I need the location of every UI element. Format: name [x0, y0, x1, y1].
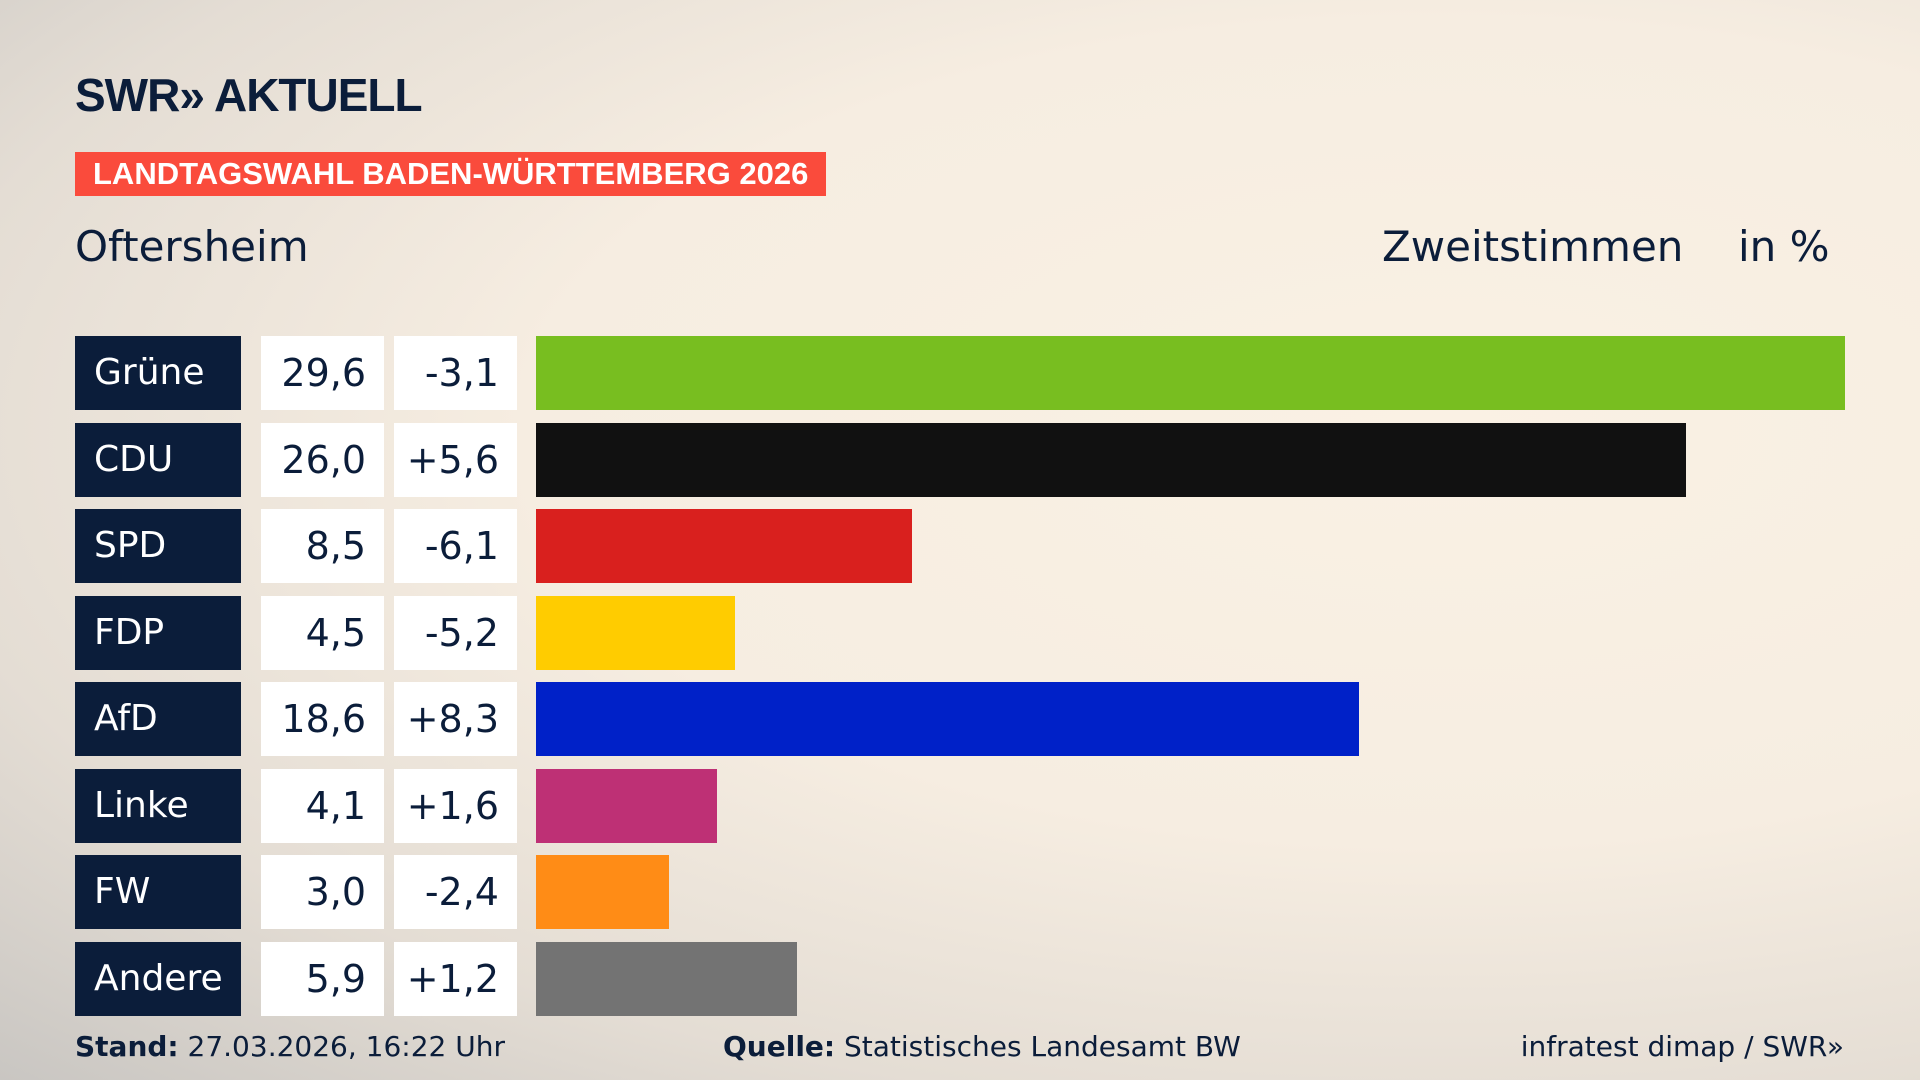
party-label: Grüne	[75, 336, 241, 410]
diff-label: +5,6	[394, 422, 517, 497]
value-label: 18,6	[261, 682, 384, 756]
bar	[536, 768, 718, 843]
diff-label: -3,1	[394, 336, 517, 410]
unit-label: in %	[1738, 222, 1830, 271]
party-label: AfD	[75, 682, 241, 756]
value-label: 4,1	[261, 768, 384, 843]
value-label: 5,9	[261, 941, 384, 1016]
bar	[536, 422, 1686, 497]
diff-label: +8,3	[394, 682, 517, 756]
place-title: Oftersheim	[75, 222, 309, 271]
source-value: Statistisches Landesamt BW	[844, 1030, 1241, 1063]
value-label: 8,5	[261, 509, 384, 583]
bar	[536, 855, 669, 929]
diff-label: +1,2	[394, 941, 517, 1016]
source: Quelle: Statistisches Landesamt BW	[723, 1030, 1241, 1063]
bar	[536, 336, 1845, 410]
party-label: SPD	[75, 509, 241, 583]
value-label: 26,0	[261, 422, 384, 497]
diff-label: +1,6	[394, 768, 517, 843]
party-label: CDU	[75, 422, 241, 497]
stand-label: Stand:	[75, 1030, 179, 1063]
measure-label: Zweitstimmen	[1382, 222, 1684, 271]
source-label: Quelle:	[723, 1030, 836, 1063]
bar	[536, 941, 797, 1016]
credit: infratest dimap / SWR»	[1520, 1030, 1844, 1063]
party-label: Linke	[75, 768, 241, 843]
stand-value: 27.03.2026, 16:22 Uhr	[187, 1030, 505, 1063]
party-label: FDP	[75, 595, 241, 670]
bar	[536, 509, 912, 583]
diff-label: -6,1	[394, 509, 517, 583]
diff-label: -5,2	[394, 595, 517, 670]
bar	[536, 682, 1359, 756]
election-banner: LANDTAGSWAHL BADEN-WÜRTTEMBERG 2026	[75, 152, 827, 196]
party-label: Andere	[75, 941, 241, 1016]
value-label: 29,6	[261, 336, 384, 410]
timestamp: Stand: 27.03.2026, 16:22 Uhr	[75, 1030, 505, 1063]
diff-label: -2,4	[394, 855, 517, 929]
value-label: 4,5	[261, 595, 384, 670]
value-label: 3,0	[261, 855, 384, 929]
bar	[536, 595, 735, 670]
party-label: FW	[75, 855, 241, 929]
swr-aktuell-logo: SWR» AKTUELL	[75, 69, 423, 121]
